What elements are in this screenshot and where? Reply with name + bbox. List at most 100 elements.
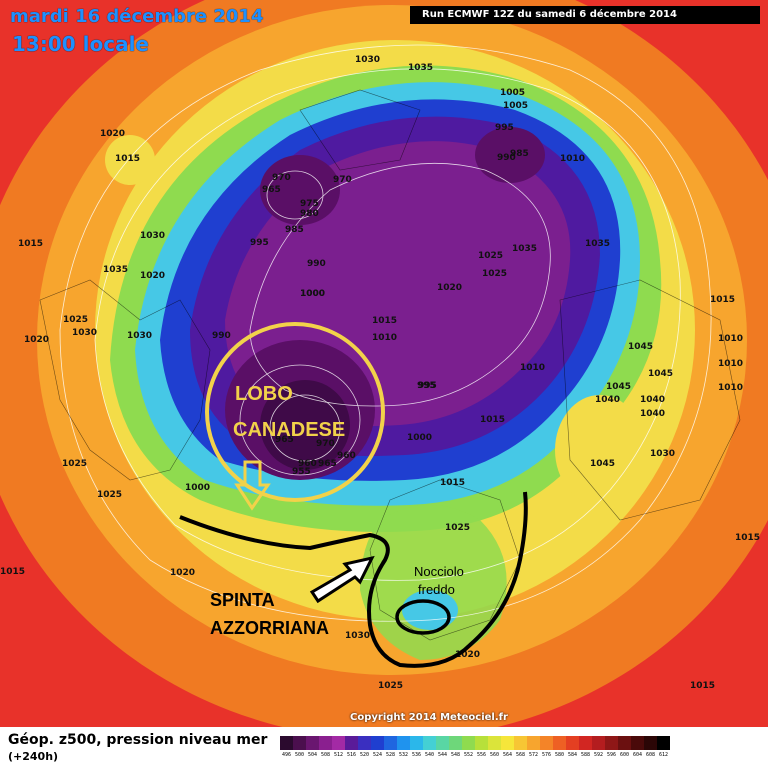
scale-swatch — [384, 736, 397, 750]
isobar-label: 1010 — [520, 363, 545, 373]
isobar-label: 1015 — [0, 567, 25, 577]
scale-label: 544 — [437, 752, 448, 758]
isobar-label: 1005 — [500, 88, 525, 98]
isobar-label: 1000 — [407, 433, 432, 443]
scale-label: 528 — [385, 752, 396, 758]
isobar-label: 1025 — [63, 315, 88, 325]
spinta-label-line1: SPINTA — [210, 590, 275, 610]
scale-label: 504 — [307, 752, 318, 758]
isobar-label: 1045 — [648, 369, 673, 379]
isobar-label: 1015 — [710, 295, 735, 305]
scale-swatch — [436, 736, 449, 750]
color-scale — [280, 736, 670, 750]
isobar-label: 1045 — [628, 342, 653, 352]
isobar-label: 1030 — [127, 331, 152, 341]
isobar-label: 1000 — [300, 289, 325, 299]
scale-label: 600 — [619, 752, 630, 758]
isobar-label: 1030 — [72, 328, 97, 338]
scale-swatch — [397, 736, 410, 750]
isobar-label: 1010 — [560, 154, 585, 164]
isobar-label: 990 — [212, 331, 231, 341]
isobar-label: 1040 — [640, 409, 665, 419]
scale-swatch — [488, 736, 501, 750]
isobar-label: 1025 — [445, 523, 470, 533]
isobar-label: 995 — [418, 381, 437, 391]
isobar-label: 1010 — [718, 334, 743, 344]
isobar-label: 975 — [300, 199, 319, 209]
isobar-label: 1000 — [185, 483, 210, 493]
scale-swatch — [345, 736, 358, 750]
nocciolo-label-line2: freddo — [418, 582, 455, 597]
scale-swatch — [371, 736, 384, 750]
isobar-label: 1000 — [300, 289, 325, 299]
scale-label: 516 — [346, 752, 357, 758]
isobar-label: 1015 — [115, 154, 140, 164]
ridge-outline — [179, 491, 528, 668]
scale-swatch — [631, 736, 644, 750]
scale-swatch — [280, 736, 293, 750]
scale-swatch — [449, 736, 462, 750]
scale-label: 580 — [554, 752, 565, 758]
scale-label: 568 — [515, 752, 526, 758]
isobar-label: 965 — [318, 459, 337, 469]
isobar-label: 1025 — [478, 251, 503, 261]
scale-swatch — [475, 736, 488, 750]
model-run-label: Run ECMWF 12Z du samedi 6 décembre 2014 — [410, 6, 760, 24]
isobar-label: 965 — [275, 435, 294, 445]
isobar-label: 1020 — [24, 335, 49, 345]
scale-label: 596 — [606, 752, 617, 758]
scale-swatch — [501, 736, 514, 750]
lead-time: (+240h) — [8, 750, 59, 763]
scale-label: 508 — [320, 752, 331, 758]
scale-label: 588 — [580, 752, 591, 758]
isobar-label: 960 — [337, 451, 356, 461]
scale-label: 524 — [372, 752, 383, 758]
isobar-label: 1015 — [18, 239, 43, 249]
isobar-label: 1020 — [437, 283, 462, 293]
isobar-label: 1020 — [100, 129, 125, 139]
scale-swatch — [605, 736, 618, 750]
scale-swatch — [540, 736, 553, 750]
scale-swatch — [553, 736, 566, 750]
isobar-label: 1015 — [735, 533, 760, 543]
scale-label: 608 — [645, 752, 656, 758]
isobar-label: 990 — [307, 259, 326, 269]
isobar-label: 970 — [316, 439, 335, 449]
lobo-label-line1: LOBO — [235, 383, 293, 405]
scale-label: 564 — [502, 752, 513, 758]
scale-label: 584 — [567, 752, 578, 758]
isobar-label: 1045 — [590, 459, 615, 469]
scale-label: 592 — [593, 752, 604, 758]
isobar-label: 1010 — [372, 333, 397, 343]
scale-label: 520 — [359, 752, 370, 758]
scale-label: 536 — [411, 752, 422, 758]
scale-swatch — [566, 736, 579, 750]
isobar-label: 1030 — [355, 55, 380, 65]
isobar-label: 1015 — [372, 316, 397, 326]
scale-label: 572 — [528, 752, 539, 758]
scale-swatch — [332, 736, 345, 750]
isobar-label: 1025 — [97, 490, 122, 500]
isobar-label: 1035 — [512, 244, 537, 254]
isobar-label: 1020 — [140, 271, 165, 281]
scale-swatch — [579, 736, 592, 750]
isobar-label: 1035 — [103, 265, 128, 275]
isobar-label: 1015 — [690, 681, 715, 691]
isobar-label: 970 — [333, 175, 352, 185]
isobar-label: 985 — [510, 149, 529, 159]
scale-swatch — [657, 736, 670, 750]
isobar-label: 990 — [497, 153, 516, 163]
scale-swatch — [410, 736, 423, 750]
lobo-label-line2: CANADESE — [233, 419, 345, 441]
forecast-date: mardi 16 décembre 2014 — [10, 6, 264, 27]
scale-label: 604 — [632, 752, 643, 758]
isobar-label: 1015 — [440, 478, 465, 488]
canadian-lobe-outline — [205, 322, 385, 502]
scale-swatch — [306, 736, 319, 750]
isobar-label: 995 — [250, 238, 269, 248]
isobar-label: 960 — [298, 459, 317, 469]
cold-core-outline — [395, 599, 451, 635]
nocciolo-label-line1: Nocciolo — [414, 564, 464, 579]
lobe-arrow — [234, 460, 271, 511]
isobar-label: 1025 — [378, 681, 403, 691]
